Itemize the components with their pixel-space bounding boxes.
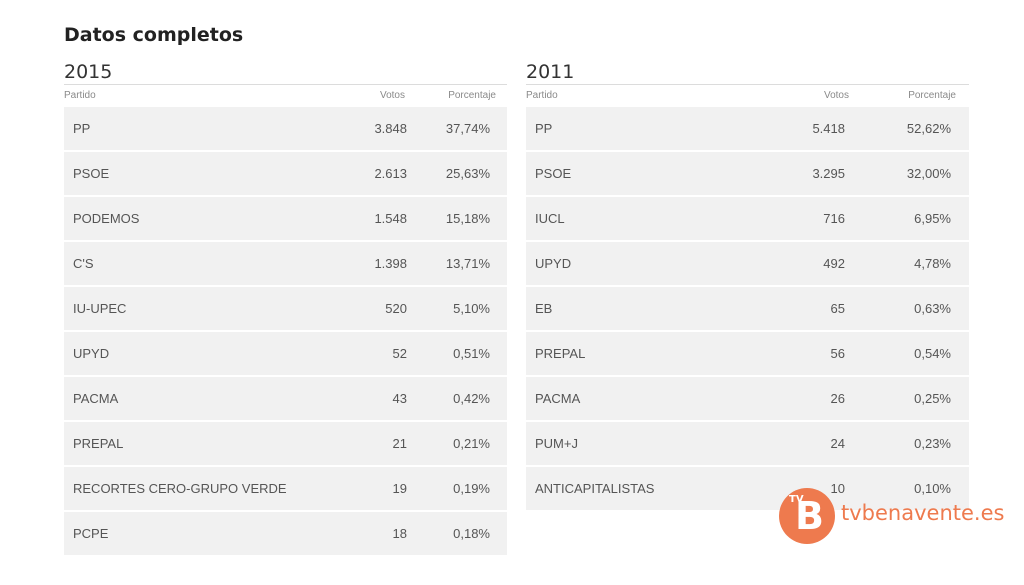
party-cell: PREPAL: [73, 436, 124, 451]
table-row: UPYD 52 0,51%: [64, 332, 507, 375]
column-header-party: Partido: [64, 90, 96, 101]
votes-cell: 3.848: [374, 121, 407, 136]
votes-cell: 52: [392, 346, 407, 361]
table-body: PP 3.848 37,74% PSOE 2.613 25,63% PODEMOS 1.548…: [64, 107, 507, 555]
votes-cell: 21: [392, 436, 407, 451]
party-cell: PP: [535, 121, 553, 136]
logo-badge-small: TV: [789, 494, 804, 505]
table-row: ANTICAPITALISTAS 10 0,10%: [526, 467, 969, 510]
table-row: PACMA 43 0,42%: [64, 377, 507, 420]
party-cell: PSOE: [535, 166, 572, 181]
percent-cell: 0,42%: [453, 391, 490, 406]
page-title: Datos completos: [64, 24, 244, 46]
party-cell: PCPE: [73, 526, 109, 541]
table-row: PUM+J 24 0,23%: [526, 422, 969, 465]
party-cell: PSOE: [73, 166, 110, 181]
percent-cell: 0,51%: [453, 346, 490, 361]
votes-cell: 520: [385, 301, 407, 316]
table-row: PCPE 18 0,18%: [64, 512, 507, 555]
percent-cell: 4,78%: [914, 256, 951, 271]
table-row: PODEMOS 1.548 15,18%: [64, 197, 507, 240]
table-row: PSOE 2.613 25,63%: [64, 152, 507, 195]
party-cell: PACMA: [535, 391, 581, 406]
table-row: UPYD 492 4,78%: [526, 242, 969, 285]
party-cell: UPYD: [535, 256, 572, 271]
percent-cell: 0,23%: [914, 436, 951, 451]
results-table-2011: 2011 Partido Votos Porcentaje PP 5.418 52,…: [526, 60, 969, 512]
percent-cell: 15,18%: [445, 211, 490, 226]
percent-cell: 0,10%: [914, 481, 951, 496]
votes-cell: 56: [830, 346, 845, 361]
party-cell: IU-UPEC: [73, 301, 127, 316]
percent-cell: 13,71%: [445, 256, 490, 271]
percent-cell: 0,25%: [914, 391, 951, 406]
votes-cell: 5.418: [812, 121, 845, 136]
votes-cell: 2.613: [374, 166, 407, 181]
party-cell: C'S: [73, 256, 94, 271]
party-cell: PACMA: [73, 391, 119, 406]
votes-cell: 65: [830, 301, 845, 316]
votes-cell: 18: [392, 526, 407, 541]
party-cell: UPYD: [73, 346, 110, 361]
percent-cell: 0,18%: [453, 526, 490, 541]
votes-cell: 10: [830, 481, 845, 496]
table-row: IUCL 716 6,95%: [526, 197, 969, 240]
percent-cell: 6,95%: [914, 211, 951, 226]
table-row: PSOE 3.295 32,00%: [526, 152, 969, 195]
logo-badge-letter: B: [795, 494, 824, 538]
column-header-party: Partido: [526, 90, 558, 101]
results-table-2015: 2015 Partido Votos Porcentaje PP 3.848 37,…: [64, 60, 507, 557]
party-cell: ANTICAPITALISTAS: [535, 481, 655, 496]
votes-cell: 3.295: [812, 166, 845, 181]
table-row: PP 5.418 52,62%: [526, 107, 969, 150]
column-header-votes: Votos: [823, 90, 849, 101]
table-row: EB 65 0,63%: [526, 287, 969, 330]
votes-cell: 1.398: [374, 256, 407, 271]
party-cell: EB: [535, 301, 553, 316]
table-row: C'S 1.398 13,71%: [64, 242, 507, 285]
logo-text: tvbenavente.es: [841, 501, 1005, 525]
votes-cell: 1.548: [374, 211, 407, 226]
table-header: Partido Votos Porcentaje: [64, 85, 507, 107]
party-cell: PODEMOS: [73, 211, 140, 226]
column-header-percent: Porcentaje: [908, 90, 956, 101]
percent-cell: 0,63%: [914, 301, 951, 316]
table-row: PREPAL 21 0,21%: [64, 422, 507, 465]
percent-cell: 25,63%: [445, 166, 490, 181]
votes-cell: 492: [823, 256, 845, 271]
table-header: Partido Votos Porcentaje: [526, 85, 969, 107]
percent-cell: 0,19%: [453, 481, 490, 496]
table-row: RECORTES CERO-GRUPO VERDE 19 0,19%: [64, 467, 507, 510]
percent-cell: 0,54%: [914, 346, 951, 361]
percent-cell: 32,00%: [906, 166, 951, 181]
percent-cell: 37,74%: [445, 121, 490, 136]
votes-cell: 24: [830, 436, 845, 451]
percent-cell: 52,62%: [906, 121, 951, 136]
votes-cell: 43: [392, 391, 407, 406]
party-cell: PREPAL: [535, 346, 586, 361]
column-header-percent: Porcentaje: [448, 90, 496, 101]
table-year: 2011: [526, 60, 969, 85]
party-cell: RECORTES CERO-GRUPO VERDE: [73, 481, 287, 496]
party-cell: IUCL: [535, 211, 565, 226]
percent-cell: 0,21%: [453, 436, 490, 451]
table-row: PP 3.848 37,74%: [64, 107, 507, 150]
party-cell: PUM+J: [535, 436, 578, 451]
table-body: PP 5.418 52,62% PSOE 3.295 32,00% IUCL 716 6,95%…: [526, 107, 969, 510]
votes-cell: 19: [392, 481, 407, 496]
table-row: PREPAL 56 0,54%: [526, 332, 969, 375]
percent-cell: 5,10%: [453, 301, 490, 316]
table-row: PACMA 26 0,25%: [526, 377, 969, 420]
logo-badge-icon: TV B: [779, 488, 835, 544]
party-cell: PP: [73, 121, 91, 136]
votes-cell: 716: [823, 211, 845, 226]
votes-cell: 26: [830, 391, 845, 406]
table-year: 2015: [64, 60, 507, 85]
column-header-votes: Votos: [379, 90, 405, 101]
table-row: IU-UPEC 520 5,10%: [64, 287, 507, 330]
